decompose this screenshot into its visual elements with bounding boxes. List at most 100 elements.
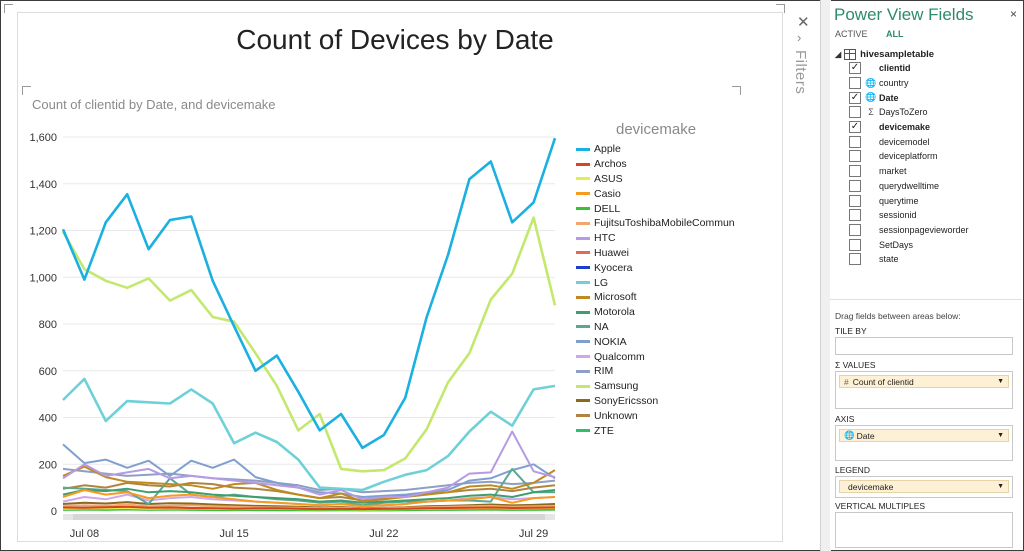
legend-item[interactable]: FujitsuToshibaMobileCommun — [576, 216, 776, 231]
field-checkbox[interactable] — [849, 150, 861, 163]
field-checkbox[interactable] — [849, 179, 861, 192]
field-item-date[interactable]: ✓ 🌐 Date — [835, 90, 1021, 105]
legend-item[interactable]: Motorola — [576, 305, 776, 320]
field-item-devicemake[interactable]: ✓ devicemake — [835, 120, 1021, 135]
field-item-sessionid[interactable]: sessionid — [835, 208, 1021, 223]
legend-swatch — [576, 340, 590, 344]
field-item-clientid[interactable]: ✓ clientid — [835, 61, 1021, 76]
legend-item[interactable]: ZTE — [576, 423, 776, 438]
field-name: DaysToZero — [879, 107, 928, 118]
field-checkbox[interactable]: ✓ — [849, 62, 861, 75]
panel-splitter[interactable] — [820, 0, 831, 551]
axis-field-pill[interactable]: 🌐 Date ▼ — [839, 429, 1009, 442]
legend-item[interactable]: Huawei — [576, 246, 776, 261]
legend-item[interactable]: HTC — [576, 231, 776, 246]
expand-triangle-icon[interactable]: ◢ — [835, 49, 842, 59]
legend-item[interactable]: RIM — [576, 364, 776, 379]
y-tick-label: 600 — [39, 366, 57, 378]
x-tick-label: Jul 15 — [219, 528, 248, 540]
legend-item[interactable]: Unknown — [576, 408, 776, 423]
legend-item[interactable]: Apple — [576, 142, 776, 157]
hash-icon: # — [844, 376, 849, 387]
field-item-setdays[interactable]: SetDays — [835, 237, 1021, 252]
legend-item[interactable]: Microsoft — [576, 290, 776, 305]
field-item-market[interactable]: market — [835, 164, 1021, 179]
series-line[interactable] — [62, 465, 556, 503]
values-dropdown-icon[interactable]: ▼ — [997, 378, 1004, 385]
panel-close-icon[interactable]: × — [1010, 7, 1018, 21]
field-checkbox[interactable] — [849, 194, 861, 207]
tab-all[interactable]: ALL — [886, 29, 904, 39]
legend-item[interactable]: SonyEricsson — [576, 394, 776, 409]
series-line[interactable] — [62, 467, 555, 507]
series-line[interactable] — [61, 216, 557, 473]
series-line[interactable] — [62, 489, 556, 508]
field-checkbox[interactable] — [849, 77, 861, 90]
axis-dropdown-icon[interactable]: ▼ — [997, 432, 1004, 439]
series-line[interactable] — [62, 487, 556, 504]
field-checkbox[interactable] — [849, 165, 861, 178]
field-checkbox[interactable] — [849, 238, 861, 251]
values-field-pill[interactable]: # Count of clientid ▼ — [839, 375, 1009, 388]
legend-item[interactable]: LG — [576, 275, 776, 290]
legend-item[interactable]: NA — [576, 320, 776, 335]
table-node[interactable]: ◢ hivesampletable — [835, 47, 1021, 61]
field-item-devicemodel[interactable]: devicemodel — [835, 134, 1021, 149]
legend-dropdown-icon[interactable]: ▼ — [997, 483, 1004, 490]
field-item-querydwelltime[interactable]: querydwelltime — [835, 179, 1021, 194]
panel-title: Power View Fields — [834, 5, 974, 24]
field-item-deviceplatform[interactable]: deviceplatform — [835, 149, 1021, 164]
series-line[interactable] — [62, 467, 556, 494]
vertical-multiples-drop-zone[interactable] — [835, 512, 1013, 548]
tab-active[interactable]: ACTIVE — [835, 29, 868, 39]
field-item-state[interactable]: state — [835, 252, 1021, 267]
series-line[interactable] — [62, 430, 556, 501]
field-checkbox[interactable] — [849, 106, 861, 119]
legend-label: SonyEricsson — [594, 394, 659, 407]
field-checkbox[interactable] — [849, 135, 861, 148]
report-canvas — [2, 2, 820, 548]
sigma-icon: Σ — [868, 107, 874, 118]
values-drop-zone[interactable]: # Count of clientid ▼ — [835, 371, 1013, 409]
series-line[interactable] — [62, 505, 556, 511]
chart-tile[interactable] — [17, 12, 783, 542]
legend-item[interactable]: NOKIA — [576, 334, 776, 349]
close-icon[interactable]: ✕ — [797, 14, 810, 31]
tile-by-drop-zone[interactable] — [835, 337, 1013, 355]
field-checkbox[interactable]: ✓ — [849, 121, 861, 134]
legend-drop-zone[interactable]: devicemake ▼ — [835, 476, 1013, 498]
field-checkbox[interactable]: ✓ — [849, 91, 861, 104]
field-item-sessionpagevieworder[interactable]: sessionpagevieworder — [835, 223, 1021, 238]
series-line[interactable] — [62, 443, 556, 498]
chevron-right-icon[interactable]: › — [797, 30, 802, 45]
legend-item[interactable]: Kyocera — [576, 260, 776, 275]
legend-item[interactable]: Qualcomm — [576, 349, 776, 364]
legend-label: NOKIA — [594, 335, 627, 348]
field-item-daystozero[interactable]: Σ DaysToZero — [835, 105, 1021, 120]
legend-field-pill[interactable]: devicemake ▼ — [839, 480, 1009, 493]
x-axis-scroll-thumb — [73, 514, 545, 520]
field-name: querydwelltime — [879, 180, 940, 191]
legend-swatch — [576, 236, 590, 240]
legend-item[interactable]: Casio — [576, 186, 776, 201]
field-checkbox[interactable] — [849, 223, 861, 236]
legend-label: FujitsuToshibaMobileCommun — [594, 217, 735, 230]
report-title[interactable]: Count of Devices by Date — [236, 24, 554, 55]
y-tick-label: 800 — [39, 319, 57, 331]
legend-label: Unknown — [594, 409, 638, 422]
legend-item[interactable]: ASUS — [576, 172, 776, 187]
tile-by-label: TILE BY — [835, 326, 867, 336]
field-checkbox[interactable] — [849, 209, 861, 222]
legend-item[interactable]: DELL — [576, 201, 776, 216]
field-item-querytime[interactable]: querytime — [835, 193, 1021, 208]
line-chart[interactable]: 0 200 400 600 800 1,000 1,200 1,400 1,600 Jul 08 J… — [0, 0, 820, 551]
field-checkbox[interactable] — [849, 253, 861, 266]
series-line[interactable] — [62, 377, 556, 492]
legend-item[interactable]: Samsung — [576, 379, 776, 394]
field-item-country[interactable]: 🌐 country — [835, 76, 1021, 91]
legend-item[interactable]: Archos — [576, 157, 776, 172]
axis-drop-zone[interactable]: 🌐 Date ▼ — [835, 425, 1013, 461]
filters-pane-toggle[interactable]: Filters — [792, 50, 809, 95]
series-line[interactable] — [61, 137, 557, 450]
legend-label: HTC — [594, 232, 616, 245]
